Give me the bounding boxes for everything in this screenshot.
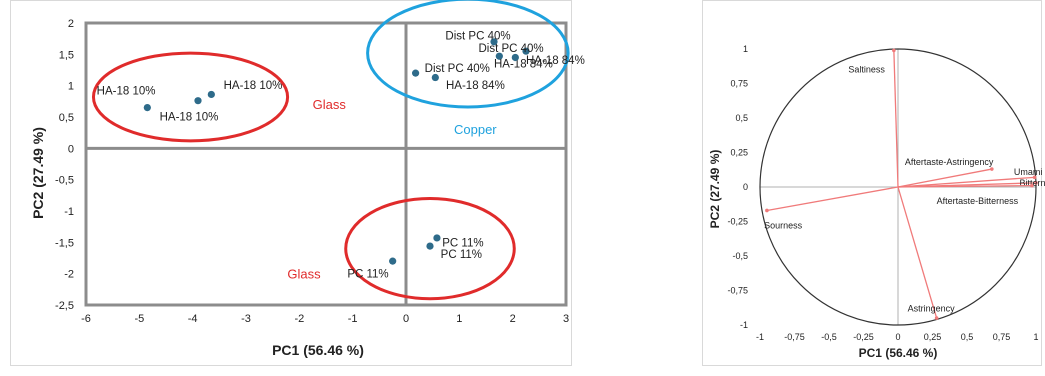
- loading-label: Aftertaste-Astringency: [905, 157, 994, 167]
- loading-point: [1030, 183, 1034, 188]
- y-tick-label: -1: [64, 206, 74, 218]
- loading-label: Bitterness: [1019, 178, 1045, 188]
- group-ellipse: [366, 0, 570, 109]
- data-label: HA-18 10%: [97, 86, 156, 98]
- pca-loadings-panel: PC1 (56.46 %) PC2 (27.49 %) -1 -0,75 -0,5 -…: [702, 0, 1045, 366]
- loading-point: [934, 316, 939, 320]
- y-axis-label: PC2 (27.49 %): [708, 150, 722, 229]
- data-point: [207, 90, 215, 99]
- y-tick-label: 0: [68, 143, 74, 155]
- x-tick-label: 0,5: [961, 332, 974, 342]
- loading-point: [892, 48, 896, 53]
- x-tick-label: -1: [348, 313, 358, 325]
- data-label: HA-18 84%: [494, 59, 553, 71]
- x-tick-label: 0,25: [924, 332, 942, 342]
- data-label: Dist PC 40%: [425, 63, 490, 75]
- x-tick-label: 0,75: [993, 332, 1011, 342]
- data-point: [495, 52, 503, 60]
- data-point: [433, 234, 441, 242]
- data-point: [431, 73, 439, 82]
- loading-vector: [897, 176, 1035, 188]
- group-ellipse: [91, 51, 290, 143]
- x-axis-label: PC1 (56.46 %): [272, 342, 364, 358]
- data-point: [389, 257, 397, 265]
- x-tick-label: -6: [81, 313, 91, 325]
- data-label: PC 11%: [441, 249, 482, 261]
- y-tick-label: -1,5: [55, 237, 74, 249]
- data-point: [194, 97, 202, 105]
- x-tick-label: 0: [403, 313, 409, 325]
- y-tick-label: 1: [743, 44, 748, 54]
- x-tick-label: -0,25: [853, 332, 874, 342]
- x-tick-label: -4: [188, 313, 198, 325]
- y-tick-label: -1: [740, 320, 748, 330]
- y-tick-label: 0,25: [730, 148, 748, 158]
- x-tick-label: 1: [1033, 332, 1038, 342]
- loading-vector: [897, 186, 938, 319]
- plot-frame: [84, 21, 568, 307]
- loading-label: Sourness: [764, 221, 803, 231]
- y-tick-label: -0,5: [55, 175, 74, 187]
- loading-point: [990, 167, 994, 171]
- x-tick-label: 1: [456, 313, 462, 325]
- y-tick-label: 0: [743, 182, 748, 192]
- data-label: Dist PC 40%: [478, 43, 543, 55]
- group-label: Glass: [287, 267, 321, 282]
- data-label: Dist PC 40%: [445, 31, 510, 43]
- y-axis-label: PC2 (27.49 %): [30, 127, 46, 219]
- y-tick-label: -2: [64, 269, 74, 281]
- data-point: [490, 38, 498, 46]
- y-tick-label: -0,25: [727, 217, 748, 227]
- x-tick-label: 0: [895, 332, 900, 342]
- x-tick-label: -3: [241, 313, 251, 325]
- group-ellipse: [344, 196, 516, 301]
- loading-label: Umami: [1014, 167, 1043, 177]
- x-tick-label: -0,75: [784, 332, 805, 342]
- x-tick-label: 3: [563, 313, 569, 325]
- x-tick-label: -5: [134, 313, 144, 325]
- group-label: Copper: [454, 122, 497, 137]
- data-label: PC 11%: [347, 269, 388, 281]
- data-point: [511, 53, 519, 62]
- loading-vector: [893, 50, 899, 188]
- loading-vector: [897, 168, 992, 188]
- loading-label: Saltiness: [848, 65, 885, 75]
- y-tick-label: -0,75: [727, 286, 748, 296]
- data-point: [143, 104, 151, 112]
- x-tick-label: -0,5: [821, 332, 837, 342]
- pca-scores-panel: PC1 (56.46 %) PC2 (27.49 %) -6 -5 -4 -3 -2 -1…: [10, 0, 585, 366]
- loading-point: [765, 208, 769, 213]
- loading-vector: [897, 184, 1032, 188]
- x-tick-label: 2: [510, 313, 516, 325]
- data-point: [412, 69, 420, 77]
- y-tick-label: 0,75: [730, 79, 748, 89]
- y-tick-label: 0,5: [59, 112, 74, 124]
- y-tick-label: 2: [68, 18, 74, 30]
- data-label: HA-18 10%: [160, 111, 219, 123]
- data-point: [522, 47, 530, 55]
- x-tick-label: -1: [756, 332, 764, 342]
- y-tick-label: 0,5: [735, 113, 748, 123]
- loading-vector: [766, 186, 899, 212]
- y-tick-label: -2,5: [55, 300, 74, 312]
- y-tick-label: 1: [68, 81, 74, 93]
- x-axis-label: PC1 (56.46 %): [859, 346, 938, 360]
- data-point: [426, 242, 434, 250]
- x-tick-label: -2: [294, 313, 304, 325]
- data-label: PC 11%: [442, 237, 483, 249]
- loading-point: [1032, 175, 1037, 180]
- y-tick-label: -0,5: [732, 251, 748, 261]
- pca-scores-chart: PC1 (56.46 %) PC2 (27.49 %) -6 -5 -4 -3 -2 -1…: [30, 0, 585, 358]
- pca-loadings-chart: PC1 (56.46 %) PC2 (27.49 %) -1 -0,75 -0,5 -…: [708, 44, 1045, 360]
- loading-point: [1034, 181, 1038, 185]
- data-label: HA-18 10%: [224, 80, 283, 92]
- group-label: Glass: [313, 97, 347, 112]
- correlation-circle: [759, 48, 1037, 326]
- loading-label: Aftertaste-Bitterness: [937, 196, 1019, 206]
- data-label: HA-18 84%: [446, 80, 505, 92]
- data-label: HA-18 84%: [526, 55, 585, 67]
- loading-label: Astringency: [908, 303, 956, 313]
- y-tick-label: 1,5: [59, 49, 74, 61]
